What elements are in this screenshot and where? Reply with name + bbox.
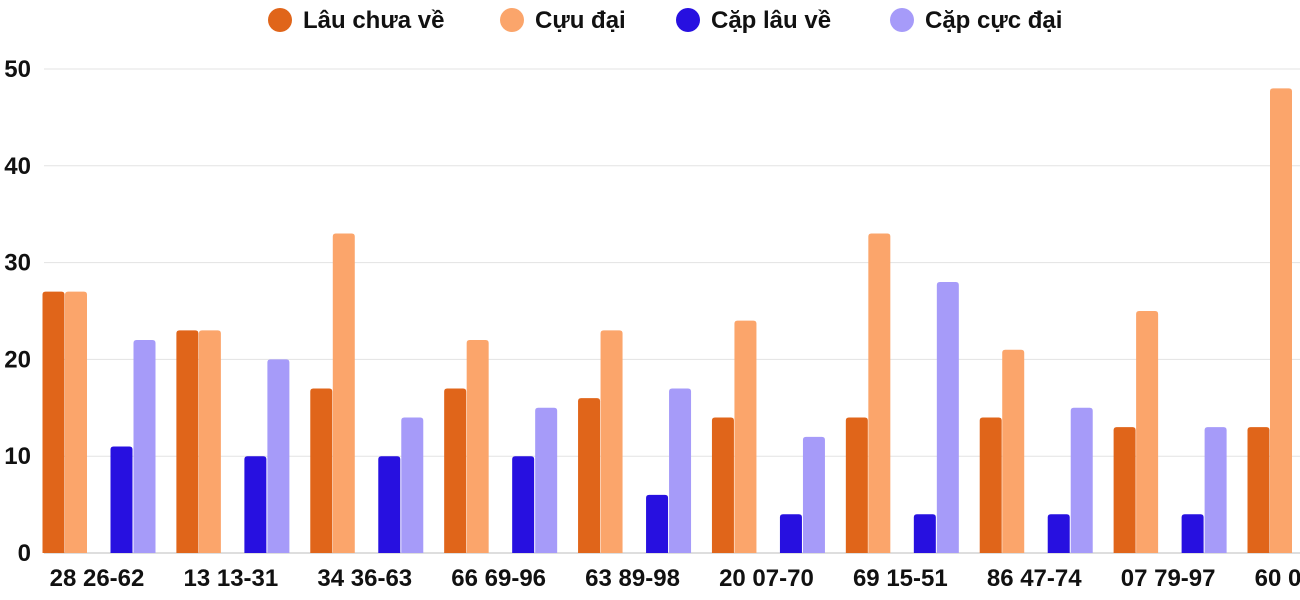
bar-cap-lau-ve[interactable] [244,456,267,553]
x-tick-label: 34 36-63 [317,565,412,592]
legend-label: Cặp lâu về [711,7,831,34]
legend-swatch [500,8,524,32]
bar-lau-chua-ve[interactable] [1113,427,1136,553]
bar-cuu-dai[interactable] [65,291,87,553]
bar-cuu-dai[interactable] [198,330,221,553]
bar-cap-cuc-dai[interactable] [535,407,558,553]
bar-cap-cuc-dai[interactable] [936,281,959,553]
bars [42,88,1292,554]
x-tick-label: 07 79-97 [1121,565,1216,592]
y-tick-label: 30 [4,250,31,277]
y-tick-label: 0 [18,540,31,567]
bar-group-20-07-70 [711,320,825,553]
bar-cuu-dai[interactable] [868,233,891,553]
bar-group-60-02-20 [1247,88,1292,554]
bar-cap-cuc-dai[interactable] [133,340,156,553]
legend-label: Lâu chưa về [303,7,444,34]
bar-group-69-15-51 [845,233,959,553]
y-tick-label: 10 [4,443,31,470]
legend-item-cap-cuc-dai[interactable]: Cặp cực đại [890,7,1062,34]
bar-lau-chua-ve[interactable] [711,417,734,553]
bar-group-07-79-97 [1113,311,1227,553]
x-tick-label: 63 89-98 [585,565,680,592]
bar-cuu-dai[interactable] [1136,311,1159,553]
bar-cap-cuc-dai[interactable] [802,436,825,553]
bar-lau-chua-ve[interactable] [1247,427,1270,553]
bar-group-13-13-31 [176,330,290,553]
bar-cap-cuc-dai[interactable] [1204,427,1227,553]
bar-cap-lau-ve[interactable] [1047,514,1070,553]
bar-lau-chua-ve[interactable] [979,417,1002,553]
bar-cap-lau-ve[interactable] [512,456,535,553]
legend-item-cap-lau-ve[interactable]: Cặp lâu về [676,7,831,34]
bar-cap-lau-ve[interactable] [110,446,133,553]
bar-cuu-dai[interactable] [1270,88,1292,554]
bar-cuu-dai[interactable] [466,340,489,553]
x-tick-label: 20 07-70 [719,565,814,592]
y-tick-label: 50 [4,56,31,83]
bar-cap-lau-ve[interactable] [646,494,669,553]
bar-cap-lau-ve[interactable] [779,514,802,553]
bar-cap-lau-ve[interactable] [913,514,936,553]
bar-cuu-dai[interactable] [1002,349,1025,553]
x-tick-label: 86 47-74 [987,565,1082,592]
bar-group-28-26-62 [42,291,156,553]
legend: Lâu chưa về Cựu đại Cặp lâu về Cặp cực đại [268,7,1062,34]
bar-cap-lau-ve[interactable] [1181,514,1204,553]
legend-label: Cựu đại [535,7,626,34]
bar-cuu-dai[interactable] [734,320,757,553]
bar-lau-chua-ve[interactable] [845,417,868,553]
bar-cap-cuc-dai[interactable] [669,388,692,553]
bar-cap-cuc-dai[interactable] [1070,407,1093,553]
y-tick-label: 20 [4,346,31,373]
bar-cap-cuc-dai[interactable] [267,359,290,553]
x-tick-label: 28 26-62 [50,565,145,592]
bar-lau-chua-ve[interactable] [176,330,199,553]
legend-item-lau-chua-ve[interactable]: Lâu chưa về [268,7,444,34]
bar-group-86-47-74 [979,349,1093,553]
bar-cuu-dai[interactable] [332,233,355,553]
x-tick-label: 13 13-31 [184,565,279,592]
bar-cap-cuc-dai[interactable] [401,417,424,553]
bar-group-34-36-63 [310,233,424,553]
x-tick-label: 69 15-51 [853,565,948,592]
bar-lau-chua-ve[interactable] [42,291,65,553]
x-tick-label: 66 69-96 [451,565,546,592]
legend-swatch [890,8,914,32]
bar-lau-chua-ve[interactable] [578,398,601,553]
bar-lau-chua-ve[interactable] [444,388,467,553]
bar-group-66-69-96 [444,340,558,553]
x-axis: 28 26-62 13 13-31 34 36-63 66 69-96 63 89-98… [50,565,1300,592]
y-axis: 0 10 20 30 40 50 [4,56,31,567]
y-tick-label: 40 [4,153,31,180]
bar-lau-chua-ve[interactable] [310,388,333,553]
legend-swatch [676,8,700,32]
bar-cap-lau-ve[interactable] [378,456,401,553]
legend-swatch [268,8,292,32]
legend-item-cuu-dai[interactable]: Cựu đại [500,7,626,34]
legend-label: Cặp cực đại [925,7,1062,34]
bar-cuu-dai[interactable] [600,330,623,553]
x-tick-label: 60 02-20 [1255,565,1300,592]
bar-group-63-89-98 [578,330,692,553]
